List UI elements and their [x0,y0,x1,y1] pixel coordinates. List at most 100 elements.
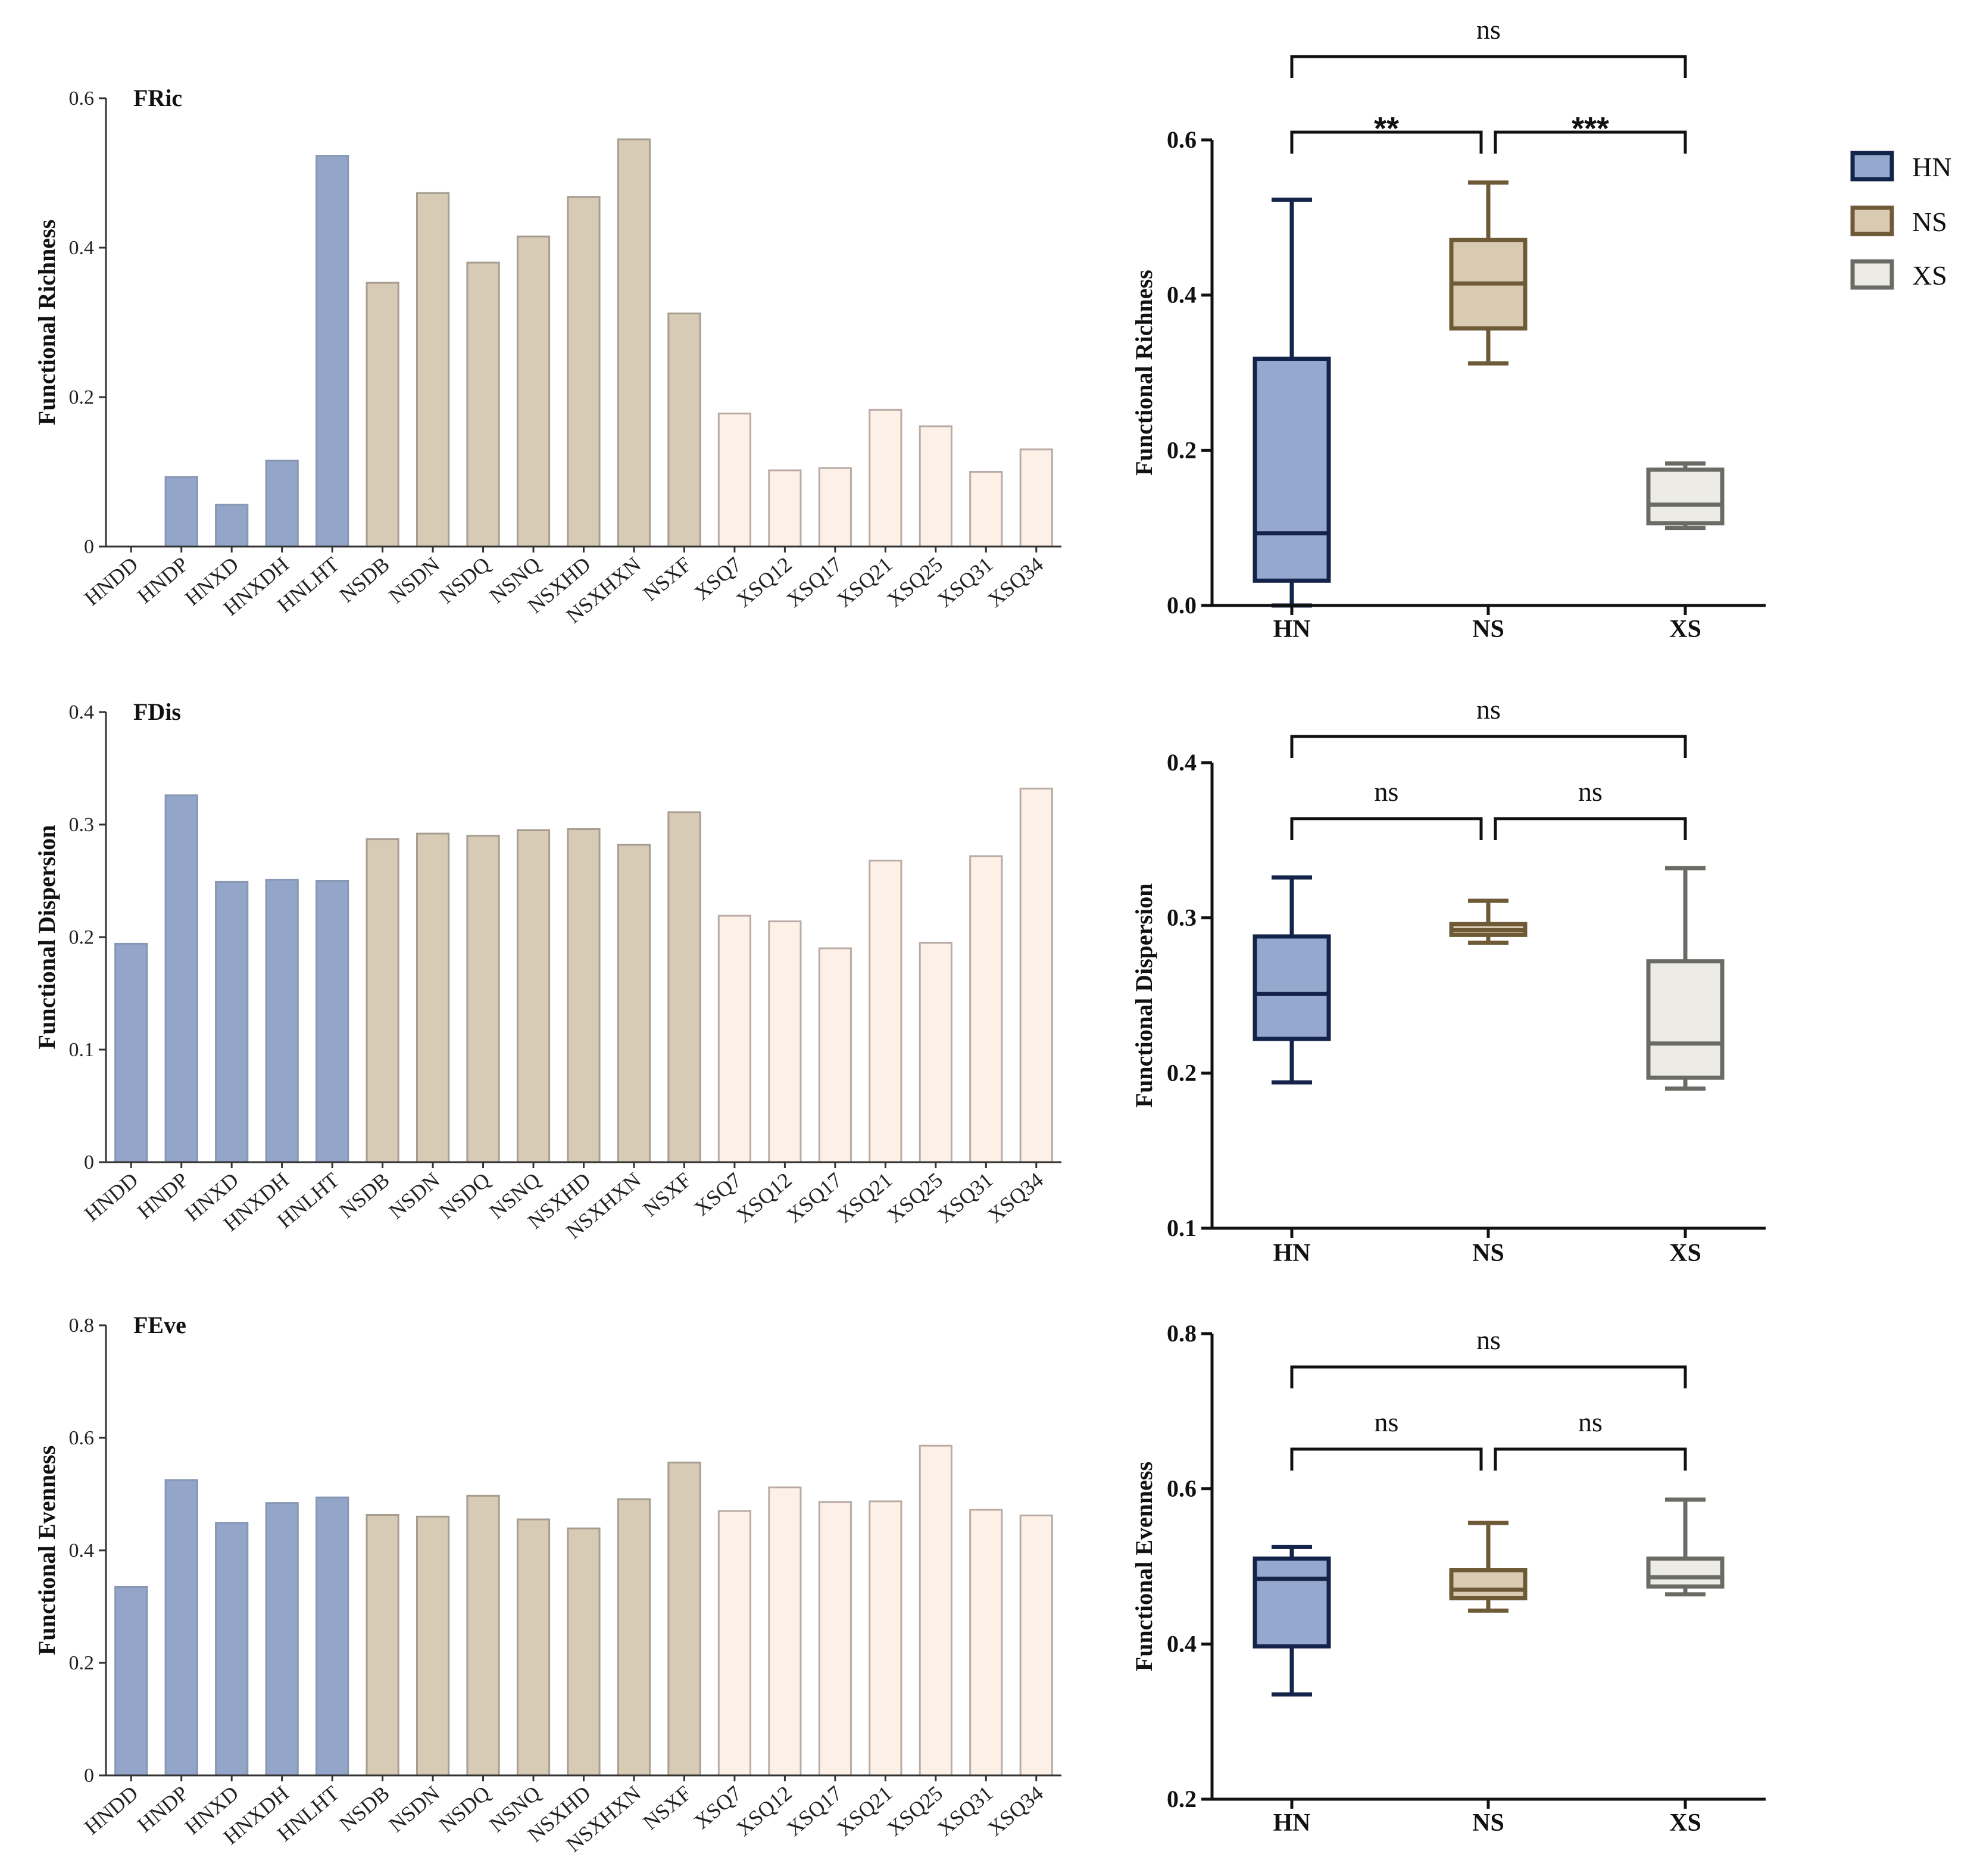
significance-bracket: ns [1290,14,1687,78]
y-tick-label: 0.1 [1167,1215,1197,1241]
bar-xsq31 [969,855,1003,1163]
bar-xsq17 [818,1501,852,1777]
bar-nsdn [416,192,450,548]
bar-hndp [164,1479,198,1777]
panel-title: FRic [133,85,182,111]
legend-label: HN [1912,152,1951,182]
bar-xsq7 [717,1510,752,1777]
y-tick-label: 0.3 [69,814,95,836]
x-tick-label: XSQ25 [882,1168,947,1227]
bar-xsq17 [818,467,852,548]
legend-swatch [1850,151,1894,182]
bar-xsq17 [818,947,852,1163]
y-tick-label: 0.4 [1167,282,1197,308]
bracket-line [1290,735,1687,758]
y-tick-label: 0.1 [69,1039,95,1061]
panel-title: FDis [133,698,181,725]
bar-nsxhxn [617,138,651,548]
y-tick-label: 0.2 [69,386,95,408]
legend-swatch [1850,205,1894,236]
bar-nsxhd [567,196,601,548]
bar-hndp [164,794,198,1163]
y-tick-label: 0.6 [69,88,95,110]
bar-panel-fric: 00.20.40.6HNDDHNDPHNXDHNXDHHNLHTNSDBNSDN… [33,85,1061,628]
bar-hnxdh [265,460,299,548]
box-xs [1646,866,1725,1091]
x-tick-label: XSQ34 [983,1781,1047,1840]
significance-label: ns [1476,14,1501,45]
box-hn [1253,1544,1331,1697]
x-tick-label: HNDP [133,552,193,608]
y-tick-label: 0.2 [69,926,95,948]
bar-hnlht [316,1496,349,1777]
significance-label: ** [1374,111,1399,146]
bracket-line [1290,1447,1483,1471]
x-tick-label: XSQ17 [782,1168,847,1227]
bar-nsxhxn [617,1498,651,1777]
x-tick-label: XS [1669,1809,1701,1837]
y-tick-label: 0.4 [1167,749,1197,776]
bar-xsq7 [717,413,752,548]
bar-hnxdh [265,1502,299,1777]
x-tick-label: NS [1472,1240,1504,1267]
bar-xsq34 [1019,448,1053,548]
x-tick-label: XSQ25 [882,552,947,611]
significance-bracket: ns [1494,1407,1687,1471]
significance-label: ns [1476,1325,1501,1355]
x-tick-label: XSQ34 [983,1168,1047,1227]
x-tick-label: HNDP [133,1781,193,1837]
y-axis-title: Functional Dispersion [33,825,60,1050]
x-tick-label: HN [1273,616,1311,643]
iqr-box [1646,959,1725,1080]
significance-bracket: ns [1290,694,1687,758]
iqr-box [1646,467,1725,526]
y-tick-label: 0.2 [1167,1059,1197,1086]
bar-nsxhxn [617,844,651,1163]
bar-xsq7 [717,914,752,1163]
significance-bracket: ns [1290,1325,1687,1388]
bar-nsdq [466,1494,500,1777]
x-tick-label: NSDN [384,552,444,608]
y-tick-label: 0.8 [1167,1320,1197,1347]
x-tick-label: HNDP [133,1168,193,1223]
bar-nsxf [667,1462,701,1777]
significance-label: ns [1578,1407,1603,1437]
y-tick-label: 0 [84,1765,94,1787]
bar-xsq31 [969,471,1003,548]
legend-swatch [1850,259,1894,290]
bar-nsnq [516,829,551,1163]
significance-label: ns [1375,776,1399,807]
bar-nsdn [416,1515,450,1777]
bracket-line [1290,55,1687,78]
bar-xsq12 [768,469,802,548]
bar-nsnq [516,235,551,548]
bar-hndd [114,942,148,1163]
bar-xsq12 [768,1486,802,1777]
box-ns [1449,1521,1528,1613]
bar-xsq25 [919,425,952,548]
x-tick-label: HNDD [80,552,142,610]
y-tick-label: 0.6 [69,1427,95,1449]
iqr-box [1253,357,1331,583]
iqr-box [1253,1556,1331,1649]
bar-xsq25 [919,941,952,1163]
bar-hnxd [215,1522,249,1777]
bar-xsq34 [1019,1514,1053,1777]
significance-label: ns [1375,1407,1399,1437]
x-tick-label: XSQ31 [933,1168,997,1227]
box-panel-functional-dispersion: 0.1 0.2 0.3 0.4 HN NS XS Functional Dispersion n… [1130,694,1766,1267]
bar-hnlht [316,880,349,1163]
bar-xsq21 [869,1500,902,1777]
significance-bracket: ns [1290,1407,1483,1471]
bracket-line [1290,1365,1687,1388]
legend-item-xs: XS [1850,259,1947,291]
x-tick-label: NSDB [335,552,393,607]
bar-xsq21 [869,859,902,1163]
x-tick-label: XSQ25 [882,1781,947,1840]
x-tick-label: NSXF [638,1781,695,1834]
x-tick-label: NSXF [638,1168,695,1221]
x-tick-label: NSDQ [435,552,495,608]
y-tick-label: 0.4 [69,237,95,259]
y-tick-label: 0.2 [1167,1786,1197,1812]
